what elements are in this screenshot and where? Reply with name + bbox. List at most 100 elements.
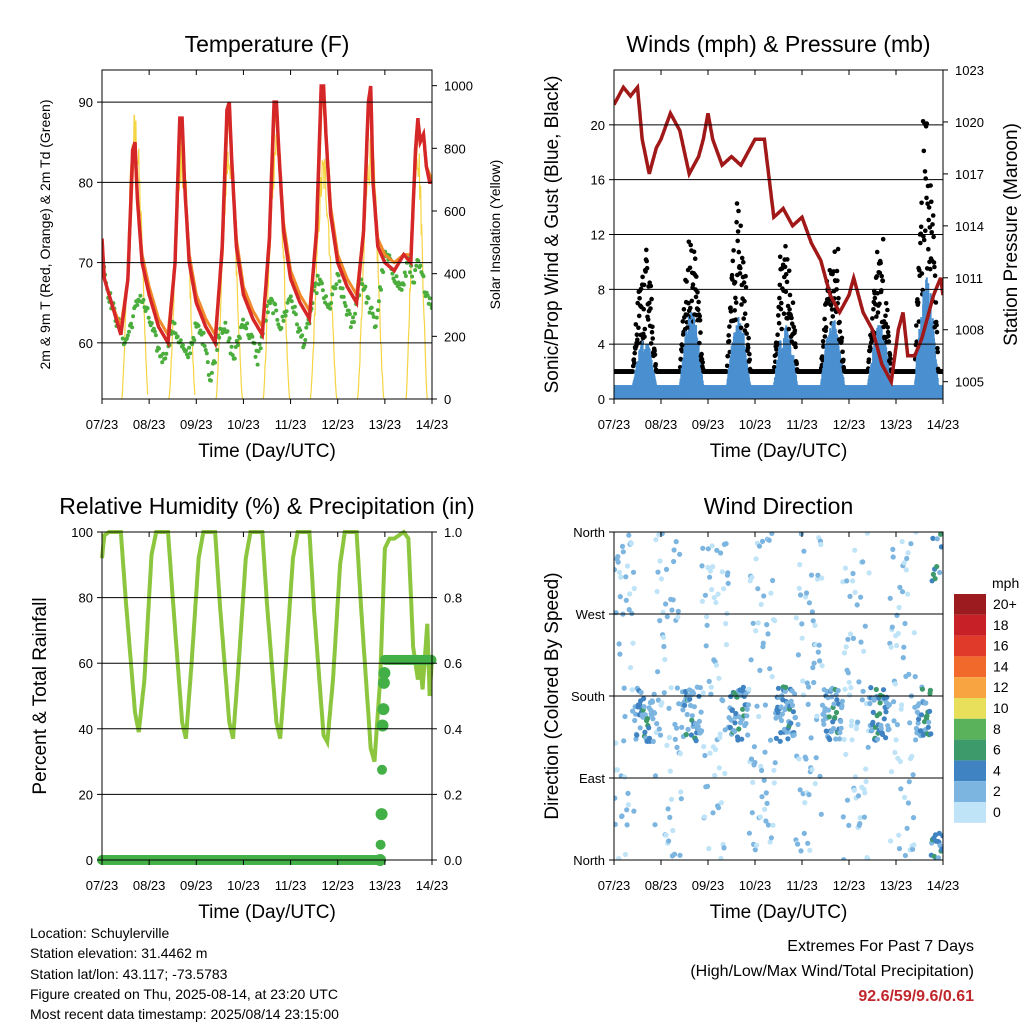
direction-point [858, 639, 864, 645]
direction-point [722, 770, 728, 777]
dewpoint-point [292, 304, 297, 309]
direction-point [725, 570, 731, 576]
direction-point [772, 618, 778, 624]
direction-point [857, 815, 863, 821]
dewpoint-point [206, 373, 211, 377]
dewpoint-point [258, 346, 263, 351]
y-tick-label: 100 [71, 525, 93, 540]
dewpoint-point [204, 351, 209, 356]
gust-point [932, 264, 937, 270]
extremes-subtitle: (High/Low/Max Wind/Total Precipitation) [690, 963, 974, 980]
x-tick-label: 08/23 [133, 878, 166, 893]
gust-point [741, 259, 746, 265]
gust-point [644, 247, 649, 253]
y2-tick-label: 800 [444, 141, 466, 156]
gust-point [877, 301, 882, 307]
precip-point [377, 676, 390, 689]
direction-point [750, 779, 756, 786]
dewpoint-point [381, 270, 386, 275]
dewpoint-point [283, 313, 288, 318]
direction-point [935, 855, 941, 860]
direction-point [762, 806, 768, 812]
direction-point [629, 687, 635, 693]
gust-point [699, 351, 704, 357]
direction-point [744, 706, 750, 712]
direction-point [769, 674, 775, 680]
direction-point [854, 602, 860, 608]
x-axis-label: Time (Day/UTC) [198, 902, 336, 923]
gust-point [917, 268, 922, 273]
direction-point [704, 783, 711, 790]
dewpoint-point [268, 301, 272, 306]
gust-point [642, 326, 648, 332]
gust-point [782, 264, 788, 270]
direction-point [773, 735, 780, 742]
direction-point [842, 686, 848, 692]
gust-point [633, 322, 639, 327]
gust-point [885, 325, 890, 330]
y-tick-label: 4 [598, 337, 605, 352]
direction-point [702, 592, 709, 598]
direction-point [940, 833, 943, 839]
dewpoint-point [324, 294, 328, 299]
dewpoint-point [340, 286, 345, 291]
chart-title: Wind Direction [704, 493, 854, 519]
gust-point [934, 329, 940, 335]
dewpoint-point [120, 336, 125, 341]
dewpoint-point [371, 314, 376, 319]
direction-point [888, 769, 895, 775]
gust-point [649, 329, 655, 335]
direction-point [678, 789, 684, 795]
direction-point [666, 705, 672, 711]
gust-point [921, 148, 927, 154]
gust-point [935, 349, 940, 355]
gust-point [689, 298, 695, 304]
direction-point [806, 792, 812, 798]
gust-point [680, 319, 686, 324]
direction-point [874, 736, 881, 742]
direction-point [799, 621, 805, 627]
direction-point [819, 663, 825, 669]
direction-point [716, 675, 722, 681]
direction-point [798, 532, 804, 537]
dewpoint-point [215, 348, 220, 352]
direction-point [902, 620, 908, 627]
direction-point [657, 558, 663, 564]
dewpoint-point [274, 308, 279, 313]
gust-point [731, 248, 736, 253]
direction-point [930, 571, 937, 578]
direction-point [625, 802, 632, 808]
direction-point [661, 690, 667, 696]
direction-point [849, 737, 855, 743]
dewpoint-point [346, 308, 351, 313]
y-tick-label: 80 [79, 591, 93, 606]
direction-point [928, 731, 934, 737]
legend-swatch [954, 594, 986, 615]
dewpoint-point [320, 288, 325, 293]
direction-point [842, 565, 849, 571]
gust-point [940, 369, 943, 374]
dewpoint-point [427, 296, 432, 301]
dewpoint-point [313, 281, 318, 286]
direction-point [718, 855, 724, 860]
direction-point [839, 698, 846, 705]
gust-point [918, 240, 923, 246]
dewpoint-point [196, 323, 201, 328]
extremes-title: Extremes For Past 7 Days [787, 938, 974, 955]
direction-point [812, 781, 818, 787]
direction-point [655, 569, 661, 575]
direction-point [815, 572, 821, 578]
y-tick-label: South [571, 689, 605, 704]
direction-point [755, 586, 761, 592]
gust-point [921, 237, 927, 243]
gust-point [652, 348, 657, 354]
direction-point [815, 649, 821, 655]
direction-point [783, 684, 789, 691]
direction-point [756, 713, 762, 720]
direction-point [674, 744, 680, 751]
direction-point [718, 800, 725, 806]
direction-point [819, 575, 825, 581]
direction-point [757, 814, 764, 820]
dewpoint-point [270, 298, 275, 303]
direction-point [803, 590, 810, 596]
